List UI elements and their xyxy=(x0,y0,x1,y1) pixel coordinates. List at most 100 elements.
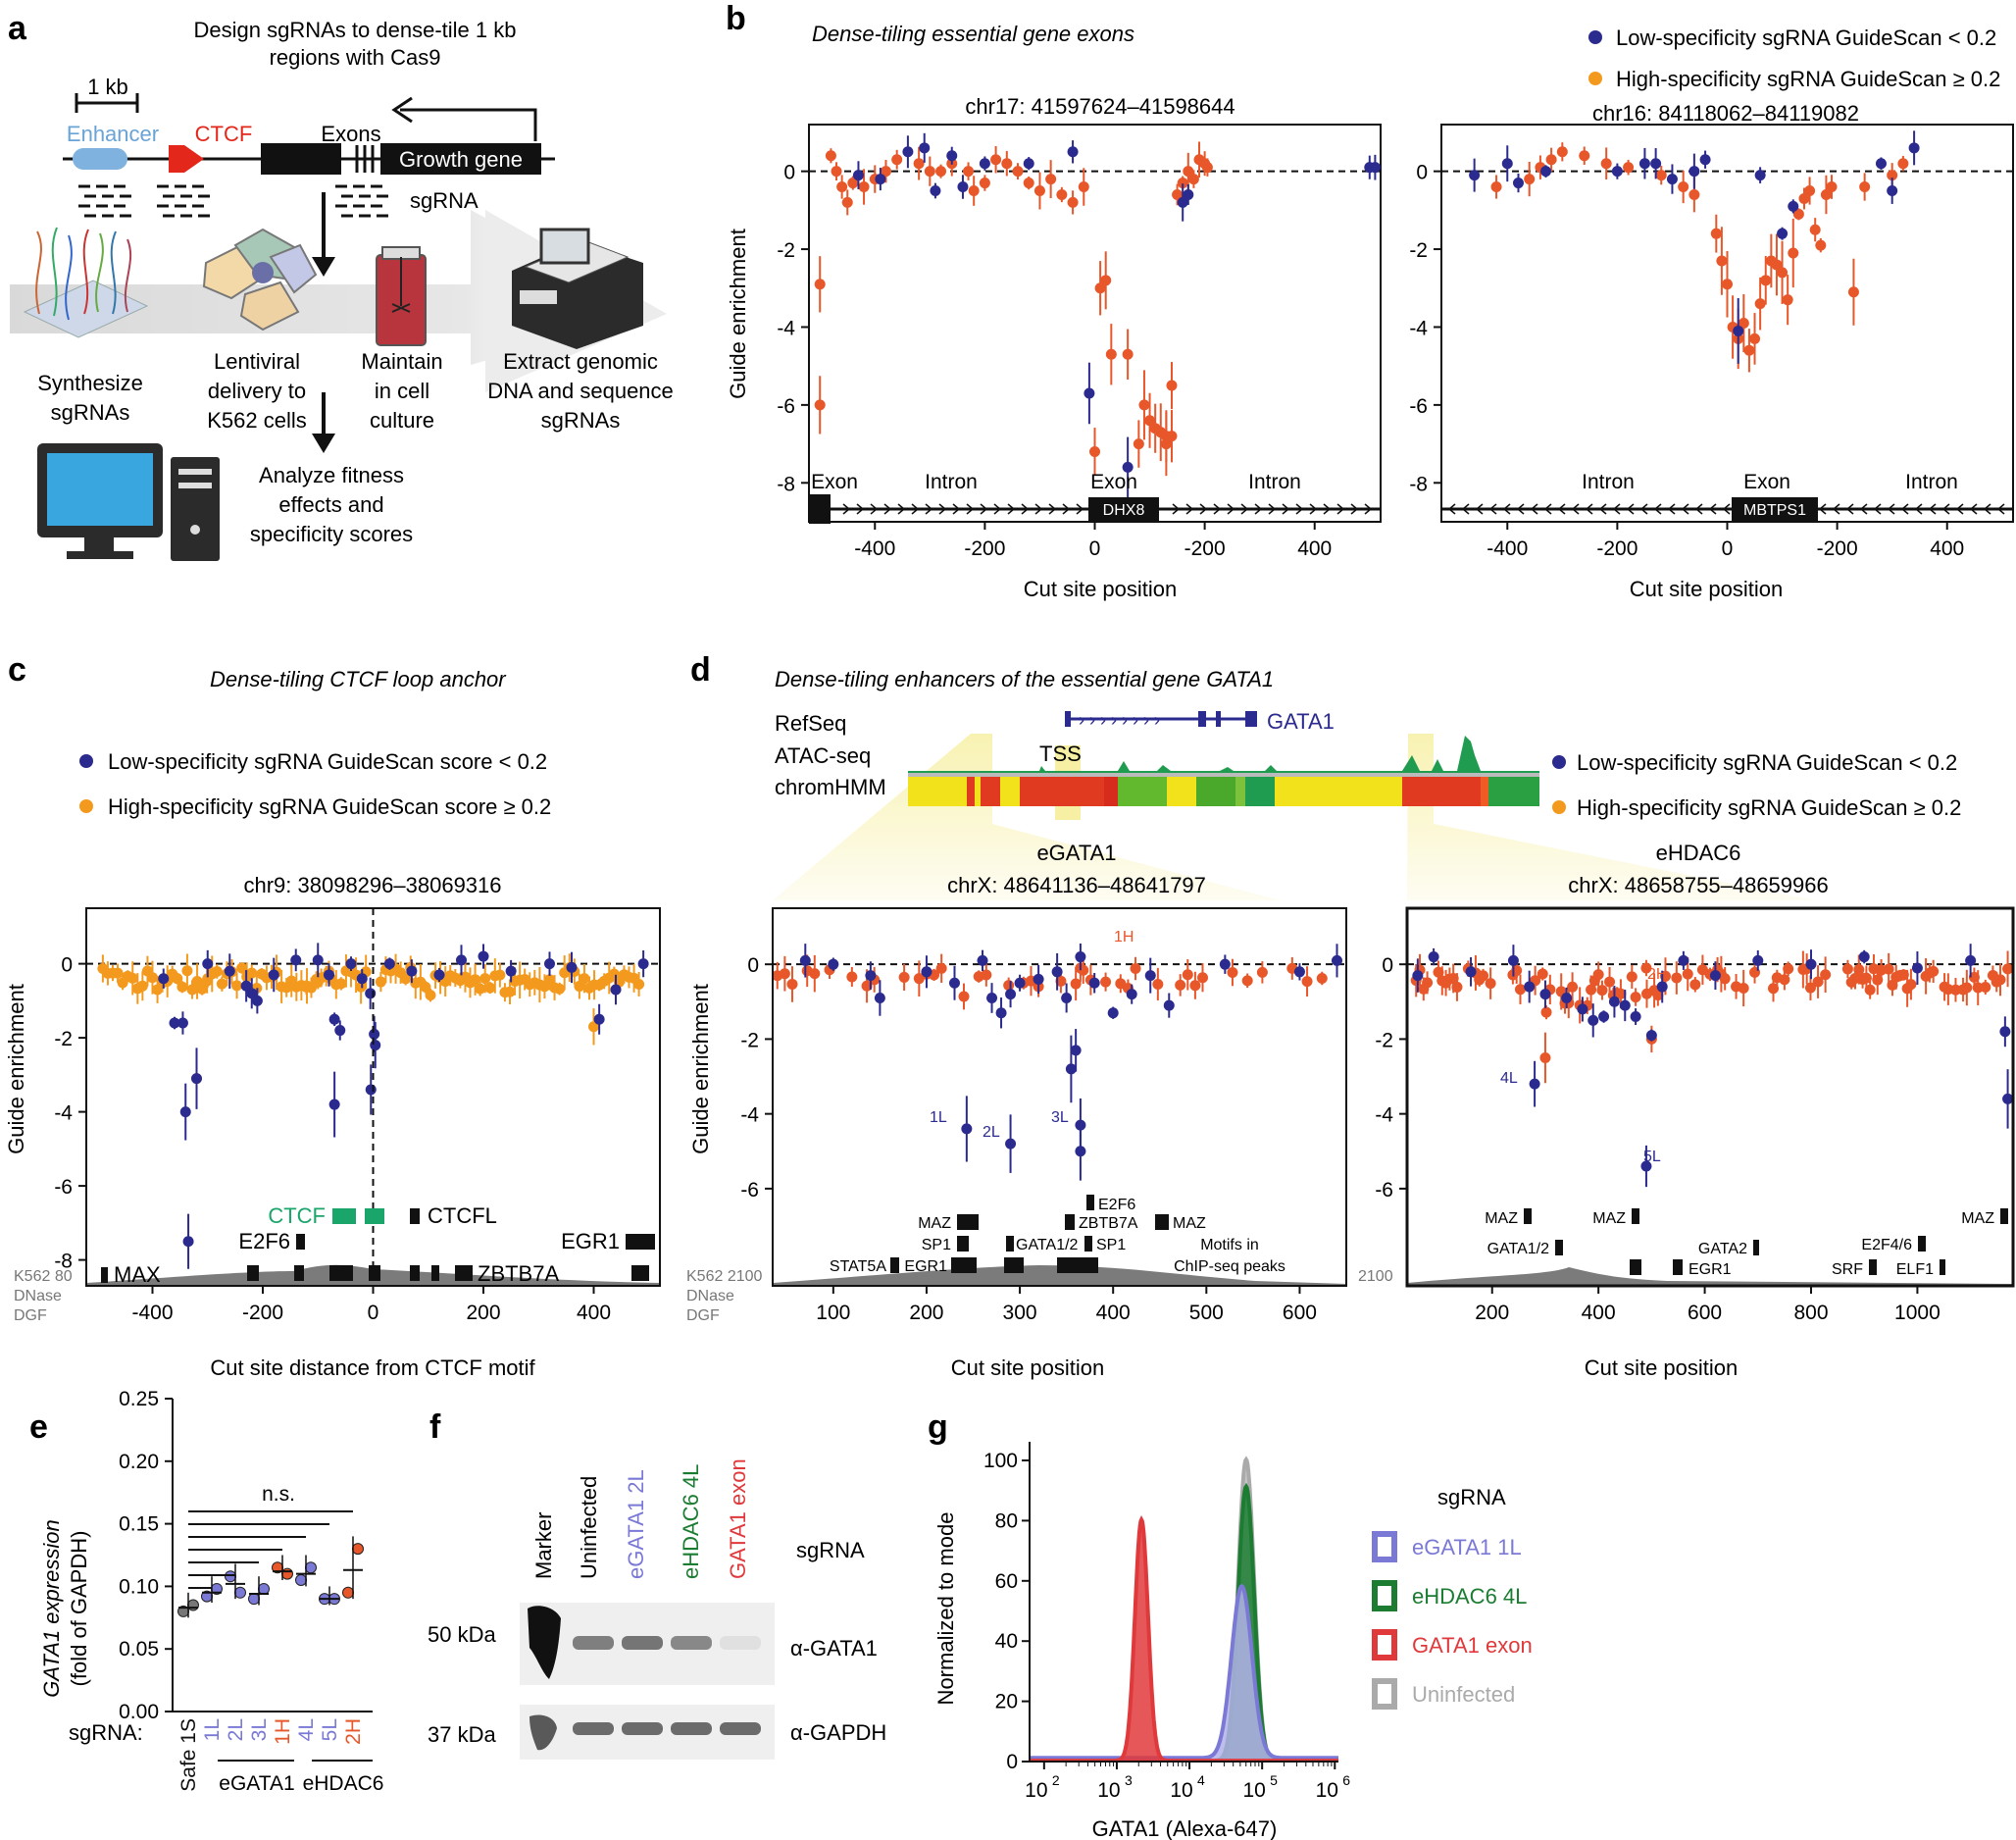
low-spec-point xyxy=(946,150,958,162)
low-spec-point xyxy=(902,146,914,158)
high-spec-point xyxy=(1478,970,1489,982)
enhancer-label: Enhancer xyxy=(67,122,159,146)
high-spec-point xyxy=(1545,154,1557,166)
arrow-left xyxy=(1845,503,1854,515)
low-spec-point xyxy=(875,174,886,185)
cells-icon xyxy=(202,228,318,332)
high-spec-point xyxy=(814,399,826,411)
y-tick-label: 0 xyxy=(1382,954,1393,977)
arrow-right xyxy=(1282,503,1290,515)
high-spec-point xyxy=(1788,247,1799,259)
high-spec-point xyxy=(2002,963,2013,975)
high-spec-point xyxy=(1451,981,1463,993)
exons-label: Exons xyxy=(321,122,380,146)
low-spec-point xyxy=(1911,962,1923,974)
enhancer-element xyxy=(73,148,127,170)
panel-d-legend-high: High-specificity sgRNA GuideScan ≥ 0.2 xyxy=(1577,795,1961,820)
g-x-tick-exp: 2 xyxy=(1052,1772,1060,1788)
high-spec-point xyxy=(1447,973,1459,985)
high-spec-point xyxy=(1152,978,1164,990)
e-point xyxy=(187,1599,199,1611)
high-spec-point xyxy=(1078,181,1089,193)
low-spec-point xyxy=(979,158,990,170)
step4-line3: sgRNAs xyxy=(541,408,621,433)
high-spec-point xyxy=(1820,188,1832,200)
high-spec-point xyxy=(1743,344,1755,356)
arrow-left xyxy=(1941,503,1950,515)
arrow-right xyxy=(980,503,988,515)
high-spec-point xyxy=(494,969,506,981)
high-spec-point xyxy=(786,978,798,990)
e-x-label: 1L xyxy=(201,1718,224,1741)
high-spec-point xyxy=(1187,174,1199,185)
low-spec-point xyxy=(1561,992,1573,1003)
low-spec-point xyxy=(593,1013,605,1025)
high-spec-point xyxy=(1623,162,1635,174)
high-spec-point xyxy=(1514,984,1526,996)
panel-b-legend-low: Low-specificity sgRNA GuideScan < 0.2 xyxy=(1616,26,1996,50)
panel-c-letter: c xyxy=(8,651,26,689)
d-motif-gata12: GATA1/2 xyxy=(1016,1237,1079,1253)
high-spec-point xyxy=(504,986,516,997)
panel-e: e GATA1 expression (fold of GAPDH) 0.000… xyxy=(29,1388,383,1795)
x-tick-label: 300 xyxy=(1003,1302,1037,1324)
high-spec-point xyxy=(1779,974,1790,986)
d-dgf-2: DNase xyxy=(686,1288,734,1304)
gata1-band xyxy=(573,1636,614,1650)
panel-c-legend-low: Low-specificity sgRNA GuideScan score < … xyxy=(108,749,547,774)
panel-d-letter: d xyxy=(690,651,711,689)
chromhmm-segment xyxy=(967,775,975,806)
high-spec-point xyxy=(846,971,858,983)
panel-a-title-2: regions with Cas9 xyxy=(270,45,441,70)
g-y-tick-label: 40 xyxy=(995,1630,1018,1653)
gene-gata1: GATA1 xyxy=(1267,709,1335,734)
high-spec-point xyxy=(236,962,248,974)
high-spec-point xyxy=(1197,972,1209,984)
low-spec-point xyxy=(1887,185,1898,196)
high-spec-point xyxy=(825,150,836,162)
step3-line2: in cell xyxy=(375,379,429,403)
high-spec-point xyxy=(136,980,148,992)
low-spec-point xyxy=(383,958,395,970)
low-spec-point xyxy=(1688,166,1700,178)
panel-b-letter: b xyxy=(726,0,746,37)
e-x-label: 3L xyxy=(248,1718,271,1741)
high-spec-point xyxy=(1556,146,1568,158)
y-tick-label: -6 xyxy=(777,395,795,418)
step5-line2: effects and xyxy=(278,492,383,517)
b-left-gene-track: DHX8 Exon Intron Exon Intron xyxy=(809,471,1381,524)
low-spec-point xyxy=(1369,162,1381,174)
arrow-left xyxy=(1598,503,1607,515)
high-spec-point xyxy=(1630,992,1641,1003)
low-spec-point xyxy=(1183,188,1194,200)
low-spec-point xyxy=(1412,970,1424,982)
low-spec-point xyxy=(328,1099,340,1110)
low-spec-point xyxy=(1577,1003,1588,1015)
scale-bar: 1 kb xyxy=(75,75,139,113)
low-spec-point xyxy=(1588,1014,1599,1026)
high-spec-point xyxy=(1749,332,1761,344)
high-spec-point xyxy=(1655,170,1667,181)
e-point xyxy=(248,1593,260,1606)
low-spec-point xyxy=(610,984,622,996)
arrow-right xyxy=(1034,503,1043,515)
g-y-tick-label: 100 xyxy=(983,1450,1018,1472)
sgrna-label: sgRNA xyxy=(410,188,479,213)
low-spec-point xyxy=(930,185,941,196)
low-spec-point xyxy=(202,958,214,970)
b-left-gene: DHX8 xyxy=(1103,502,1145,519)
low-spec-point xyxy=(1051,966,1063,978)
high-spec-point xyxy=(1067,196,1079,208)
e-x-label: 5L xyxy=(319,1718,341,1741)
low-spec-point xyxy=(1752,954,1764,966)
low-spec-point xyxy=(179,1106,191,1118)
chromhmm-track xyxy=(908,773,1539,806)
low-spec-point xyxy=(328,1013,340,1025)
high-spec-point xyxy=(1189,980,1201,992)
label-1l: 1L xyxy=(930,1109,947,1126)
high-spec-point xyxy=(1883,963,1894,975)
high-spec-point xyxy=(176,981,188,993)
arrow-right xyxy=(883,503,892,515)
d-left-coord: chrX: 48641136–48641797 xyxy=(947,873,1206,897)
high-spec-point xyxy=(1710,228,1722,239)
